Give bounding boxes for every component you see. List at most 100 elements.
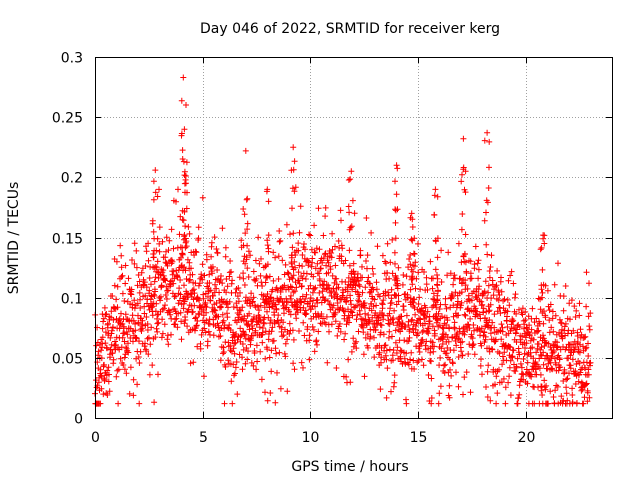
data-point (137, 296, 143, 303)
data-point (397, 347, 404, 354)
data-point (225, 357, 232, 364)
data-point (184, 189, 190, 196)
data-point (471, 327, 477, 334)
data-point (432, 186, 439, 193)
data-point (155, 319, 162, 326)
data-point (432, 266, 439, 273)
data-point (361, 373, 368, 380)
data-point (305, 259, 312, 266)
data-point (562, 320, 569, 327)
data-point (409, 224, 416, 230)
data-point (448, 372, 455, 379)
data-point (563, 384, 570, 391)
data-point (405, 318, 412, 325)
data-point (163, 296, 170, 302)
data-point (444, 272, 451, 279)
data-point (439, 324, 446, 331)
data-point (146, 287, 153, 294)
data-point (427, 258, 434, 265)
data-point (370, 271, 377, 277)
data-point (528, 326, 535, 333)
data-point (548, 353, 555, 360)
data-point (302, 307, 309, 314)
data-point (206, 320, 213, 327)
data-point (257, 317, 264, 324)
data-point (477, 362, 484, 369)
data-point (258, 255, 264, 262)
data-point (101, 376, 108, 383)
data-point (463, 369, 470, 376)
data-point (173, 198, 179, 205)
data-point (290, 230, 297, 237)
data-point (514, 355, 521, 362)
data-point (392, 219, 399, 226)
data-point (411, 251, 418, 257)
data-point (395, 264, 402, 271)
data-point (244, 226, 251, 233)
data-point (274, 369, 280, 376)
data-point (560, 307, 567, 314)
data-point (510, 347, 517, 354)
data-point (550, 342, 557, 349)
data-point (392, 207, 399, 214)
data-point (382, 288, 389, 295)
data-point (146, 371, 153, 378)
data-point (176, 297, 183, 304)
data-point (169, 290, 176, 297)
data-point (193, 314, 199, 321)
data-point (407, 261, 414, 268)
data-point (521, 321, 528, 328)
data-point (450, 281, 457, 288)
data-point (516, 351, 523, 358)
data-point (478, 342, 485, 349)
data-point (486, 345, 493, 352)
data-point (347, 292, 354, 299)
data-point (237, 325, 244, 332)
data-point (314, 296, 321, 303)
data-point (237, 307, 244, 314)
data-point (569, 356, 576, 363)
data-point (255, 234, 262, 241)
data-point (270, 337, 277, 344)
data-point (585, 313, 592, 320)
data-point (407, 252, 414, 258)
data-point (518, 364, 525, 371)
data-point (362, 316, 369, 323)
data-point (115, 400, 122, 407)
data-point (322, 213, 329, 220)
data-point (306, 231, 312, 238)
data-point (433, 304, 440, 311)
data-point (578, 387, 585, 394)
data-point (488, 252, 495, 259)
data-point (485, 282, 492, 289)
data-point (428, 358, 434, 365)
data-point (439, 313, 445, 320)
data-point (244, 356, 251, 363)
data-point (135, 354, 142, 360)
data-point (131, 305, 138, 312)
data-point (185, 306, 192, 313)
data-point (253, 366, 260, 373)
data-point (408, 236, 415, 243)
data-point (236, 274, 243, 281)
data-point (526, 322, 533, 329)
data-point (105, 320, 111, 327)
data-point (353, 345, 360, 352)
data-point (498, 321, 505, 328)
data-point (272, 301, 279, 308)
data-point (275, 276, 282, 282)
data-point (414, 330, 421, 337)
data-point (341, 308, 348, 315)
data-point (451, 272, 458, 279)
data-point (290, 144, 297, 151)
data-point (113, 258, 120, 265)
data-point (180, 74, 187, 81)
data-point (392, 274, 399, 281)
data-point (328, 254, 335, 261)
data-point (461, 331, 468, 338)
data-point (264, 274, 271, 281)
data-point (435, 310, 442, 317)
data-point (333, 281, 340, 288)
data-point (291, 188, 298, 195)
data-point (164, 332, 171, 339)
